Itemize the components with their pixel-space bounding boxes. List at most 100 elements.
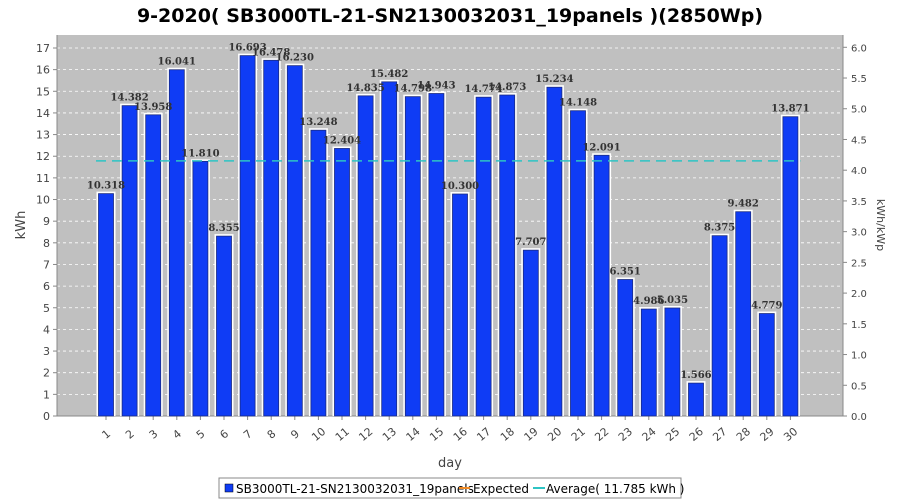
bar bbox=[428, 93, 445, 417]
x-tick-label: 29 bbox=[758, 425, 777, 444]
bar-value-label: 16.230 bbox=[276, 53, 314, 64]
bar-value-label: 5.035 bbox=[657, 295, 688, 306]
bar-value-label: 7.707 bbox=[515, 237, 546, 248]
bar-value-label: 14.873 bbox=[488, 82, 526, 93]
bar-value-label: 9.482 bbox=[728, 199, 759, 210]
y-tick-label: 16 bbox=[36, 64, 50, 77]
bar-value-label: 15.234 bbox=[535, 74, 573, 85]
y-tick-label: 3 bbox=[43, 345, 50, 358]
x-tick-label: 25 bbox=[663, 425, 682, 444]
y-tick-label: 12 bbox=[36, 150, 50, 163]
y-tick-label: 14 bbox=[36, 107, 50, 120]
y-tick-label: 11 bbox=[36, 172, 50, 185]
bar-value-label: 4.986 bbox=[633, 296, 664, 307]
x-tick-label: 28 bbox=[734, 425, 753, 444]
y-tick-label: 6 bbox=[43, 280, 50, 293]
bar bbox=[758, 313, 775, 417]
y2-tick-label: 3.0 bbox=[851, 228, 867, 239]
x-tick-label: 7 bbox=[241, 427, 255, 441]
bar-value-label: 13.871 bbox=[771, 104, 809, 115]
bar-value-label: 14.148 bbox=[559, 98, 597, 109]
bar bbox=[404, 96, 421, 417]
x-axis-label: day bbox=[438, 456, 462, 471]
bar bbox=[452, 193, 468, 417]
y2-tick-label: 0.5 bbox=[851, 381, 867, 392]
y2-tick-label: 0.0 bbox=[851, 412, 867, 423]
bar bbox=[334, 148, 350, 417]
y2-axis: 0.0 0.5 1.0 1.5 2.0 2.5 3.0 3.5 4.0 4.5 5.0 5.5 6.0 bbox=[842, 35, 867, 423]
x-tick-label: 26 bbox=[687, 425, 706, 444]
y2-tick-label: 1.0 bbox=[851, 351, 867, 362]
bar-value-label: 4.779 bbox=[751, 301, 782, 312]
y2-tick-label: 2.5 bbox=[851, 258, 867, 269]
bar-value-label: 10.318 bbox=[87, 181, 125, 192]
legend-expected-label: Expected bbox=[473, 482, 529, 496]
x-tick-label: 6 bbox=[217, 427, 231, 441]
bar bbox=[239, 55, 256, 417]
bar-value-label: 14.382 bbox=[110, 93, 148, 104]
bar bbox=[617, 279, 634, 417]
y-tick-label: 0 bbox=[43, 410, 50, 423]
bar-value-label: 11.810 bbox=[181, 148, 219, 159]
x-tick-label: 24 bbox=[640, 425, 659, 444]
chart-title: 9-2020( SB3000TL-21-SN2130032031_19panel… bbox=[137, 5, 763, 27]
bar-value-label: 12.091 bbox=[582, 142, 620, 153]
bars bbox=[96, 53, 800, 417]
bar-value-label: 14.943 bbox=[417, 81, 455, 92]
x-tick-label: 16 bbox=[451, 425, 470, 444]
x-tick-label: 4 bbox=[170, 427, 184, 441]
bar bbox=[546, 86, 563, 417]
bar bbox=[664, 307, 681, 417]
x-tick-label: 10 bbox=[309, 425, 328, 444]
bar-value-label: 8.375 bbox=[704, 223, 735, 234]
x-tick-label: 23 bbox=[616, 425, 635, 444]
bar-value-label: 13.248 bbox=[299, 117, 337, 128]
y-tick-label: 15 bbox=[36, 85, 50, 98]
y-tick-label: 5 bbox=[43, 302, 50, 315]
x-tick-label: 3 bbox=[147, 427, 161, 441]
y-tick-label: 4 bbox=[43, 323, 50, 336]
legend-series-label: SB3000TL-21-SN2130032031_19panels bbox=[236, 482, 474, 496]
y2-tick-label: 4.0 bbox=[851, 166, 867, 177]
legend-average-label: Average( 11.785 kWh ) bbox=[546, 482, 685, 496]
bar bbox=[168, 69, 185, 417]
y-tick-label: 13 bbox=[36, 129, 50, 142]
y-tick-label: 10 bbox=[36, 194, 50, 207]
bar-value-label: 12.404 bbox=[323, 135, 361, 146]
bar bbox=[593, 154, 610, 417]
bar bbox=[121, 105, 138, 417]
bar-value-label: 14.835 bbox=[346, 83, 384, 94]
x-tick-label: 19 bbox=[522, 425, 541, 444]
bar bbox=[286, 65, 303, 417]
bar bbox=[98, 193, 114, 417]
x-tick-label: 8 bbox=[265, 427, 279, 441]
bar bbox=[499, 94, 516, 417]
y-axis-label: kWh bbox=[14, 211, 29, 240]
y2-tick-label: 4.5 bbox=[851, 135, 867, 146]
bar-value-label: 16.693 bbox=[228, 43, 266, 54]
y2-axis-label: kWh/kWp bbox=[874, 199, 887, 251]
y-tick-label: 2 bbox=[43, 367, 50, 380]
bar-value-label: 14.774 bbox=[464, 84, 502, 95]
y2-tick-label: 3.5 bbox=[851, 197, 867, 208]
bar bbox=[735, 211, 752, 417]
x-tick-label: 11 bbox=[333, 425, 352, 444]
y-tick-label: 17 bbox=[36, 42, 50, 55]
x-tick-label: 20 bbox=[545, 425, 564, 444]
legend: SB3000TL-21-SN2130032031_19panels Expect… bbox=[218, 477, 685, 499]
x-tick-label: 14 bbox=[404, 425, 423, 444]
legend-frame bbox=[218, 477, 682, 499]
x-tick-label: 15 bbox=[427, 425, 446, 444]
bar-value-label: 14.798 bbox=[394, 84, 432, 95]
y2-tick-label: 5.5 bbox=[851, 74, 867, 85]
y2-tick-label: 2.0 bbox=[851, 289, 867, 300]
bar-value-label: 8.355 bbox=[208, 223, 239, 234]
bar-value-label: 1.566 bbox=[680, 370, 711, 381]
y2-tick-label: 6.0 bbox=[851, 43, 867, 54]
bar bbox=[688, 382, 704, 417]
x-tick-label: 9 bbox=[288, 427, 302, 441]
x-tick-label: 2 bbox=[123, 427, 137, 441]
bar bbox=[475, 96, 492, 417]
